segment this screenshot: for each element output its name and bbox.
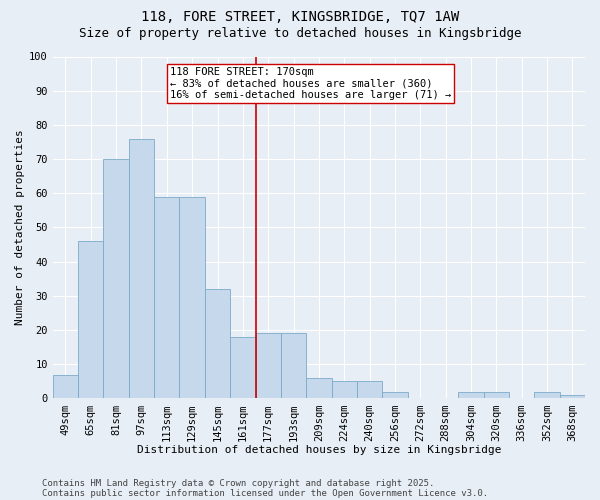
Bar — [382, 392, 407, 398]
Text: Size of property relative to detached houses in Kingsbridge: Size of property relative to detached ho… — [79, 28, 521, 40]
Bar — [458, 392, 484, 398]
Bar — [484, 392, 509, 398]
Bar — [535, 392, 560, 398]
Bar — [281, 334, 306, 398]
Text: Contains HM Land Registry data © Crown copyright and database right 2025.: Contains HM Land Registry data © Crown c… — [42, 478, 434, 488]
Bar — [53, 374, 78, 398]
Text: 118 FORE STREET: 170sqm
← 83% of detached houses are smaller (360)
16% of semi-d: 118 FORE STREET: 170sqm ← 83% of detache… — [170, 67, 451, 100]
Bar — [103, 159, 129, 398]
Bar — [230, 337, 256, 398]
Bar — [332, 382, 357, 398]
Text: 118, FORE STREET, KINGSBRIDGE, TQ7 1AW: 118, FORE STREET, KINGSBRIDGE, TQ7 1AW — [141, 10, 459, 24]
X-axis label: Distribution of detached houses by size in Kingsbridge: Distribution of detached houses by size … — [137, 445, 501, 455]
Bar — [205, 289, 230, 399]
Bar — [78, 241, 103, 398]
Bar — [256, 334, 281, 398]
Bar — [560, 395, 585, 398]
Bar — [357, 382, 382, 398]
Text: Contains public sector information licensed under the Open Government Licence v3: Contains public sector information licen… — [42, 488, 488, 498]
Bar — [154, 196, 179, 398]
Bar — [179, 196, 205, 398]
Bar — [129, 138, 154, 398]
Bar — [306, 378, 332, 398]
Y-axis label: Number of detached properties: Number of detached properties — [15, 130, 25, 326]
